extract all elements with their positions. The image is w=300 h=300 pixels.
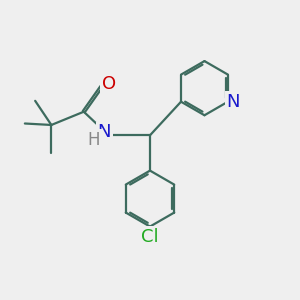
Text: O: O bbox=[102, 75, 116, 93]
Text: Cl: Cl bbox=[141, 228, 159, 246]
Text: N: N bbox=[226, 93, 240, 111]
Text: N: N bbox=[98, 123, 111, 141]
Text: H: H bbox=[88, 131, 100, 149]
